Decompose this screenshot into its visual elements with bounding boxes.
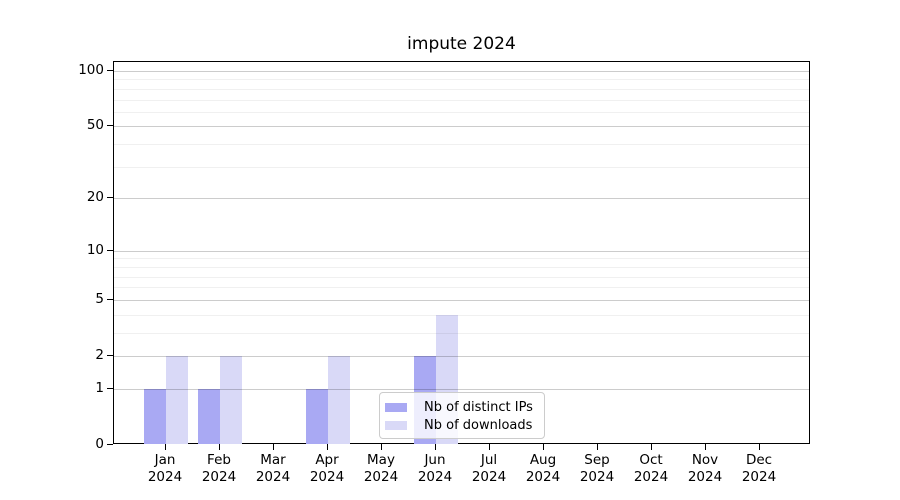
gridline-minor-7 [114, 276, 809, 278]
y-tick-mark-2 [107, 355, 113, 356]
gridline-minor-8 [114, 266, 809, 268]
y-tick-mark-10 [107, 249, 113, 251]
x-tick-mark-jul [489, 444, 490, 450]
x-tick-label-oct: Oct 2024 [633, 452, 669, 485]
bar-distinct-ips-feb [198, 388, 220, 444]
y-tick-label-0: 0 [95, 436, 104, 452]
bar-downloads-jan [166, 355, 188, 444]
x-tick-label-mar: Mar 2024 [255, 452, 291, 485]
gridline-minor-90 [114, 79, 809, 81]
legend-swatch-distinct-ips [385, 402, 407, 412]
gridline-major-20 [114, 198, 809, 200]
x-tick-label-jan: Jan 2024 [147, 452, 183, 485]
gridline-minor-60 [114, 111, 809, 113]
y-tick-label-10: 10 [86, 241, 104, 258]
x-tick-mark-sep [597, 444, 598, 450]
x-tick-mark-jun [435, 444, 436, 450]
y-tick-label-100: 100 [78, 62, 104, 78]
legend-item-downloads: Nb of downloads [385, 416, 538, 434]
x-tick-mark-nov [705, 444, 706, 450]
x-tick-mark-feb [219, 444, 220, 450]
y-tick-label-20: 20 [86, 189, 104, 206]
y-tick-label-50: 50 [86, 117, 104, 134]
gridline-minor-6 [114, 287, 809, 289]
gridline-major-2 [114, 356, 809, 357]
legend: Nb of distinct IPs Nb of downloads [379, 392, 545, 439]
gridline-minor-3 [114, 332, 809, 334]
x-tick-mark-mar [273, 444, 274, 450]
x-tick-mark-apr [327, 444, 328, 450]
x-tick-mark-may [381, 444, 382, 450]
y-tick-mark-1 [107, 387, 113, 389]
gridline-minor-40 [114, 144, 809, 146]
x-tick-label-dec: Dec 2024 [741, 452, 777, 485]
x-tick-mark-jan [165, 444, 166, 450]
x-tick-label-nov: Nov 2024 [687, 452, 723, 485]
gridline-minor-30 [114, 166, 809, 168]
x-tick-mark-aug [543, 444, 544, 450]
gridline-minor-4 [114, 314, 809, 316]
x-tick-label-aug: Aug 2024 [525, 452, 561, 485]
gridline-minor-9 [114, 258, 809, 260]
gridline-major-5 [114, 299, 809, 301]
gridline-minor-80 [114, 88, 809, 90]
x-tick-label-jul: Jul 2024 [471, 452, 507, 485]
y-tick-label-5: 5 [95, 290, 104, 307]
y-tick-label-2: 2 [95, 347, 104, 363]
y-tick-label-1: 1 [95, 379, 104, 396]
x-tick-label-jun: Jun 2024 [417, 452, 453, 485]
x-tick-label-feb: Feb 2024 [201, 452, 237, 485]
x-tick-mark-oct [651, 444, 652, 450]
plot-area: Nb of distinct IPs Nb of downloads [113, 61, 810, 444]
legend-label-distinct-ips: Nb of distinct IPs [424, 399, 533, 415]
chart-title: impute 2024 [407, 34, 516, 54]
x-tick-label-may: May 2024 [363, 452, 399, 485]
y-tick-mark-100 [107, 70, 113, 71]
bar-distinct-ips-jan [144, 388, 166, 444]
y-tick-mark-0 [107, 444, 113, 445]
y-tick-mark-50 [107, 125, 113, 127]
legend-item-distinct-ips: Nb of distinct IPs [385, 398, 538, 416]
grid-layer [114, 62, 809, 443]
gridline-major-1 [114, 388, 809, 390]
y-tick-mark-20 [107, 197, 113, 199]
gridline-major-50 [114, 126, 809, 128]
gridline-minor-70 [114, 99, 809, 101]
legend-label-downloads: Nb of downloads [424, 417, 533, 433]
bar-distinct-ips-apr [306, 388, 328, 444]
gridline-major-100 [114, 71, 809, 72]
bar-downloads-feb [220, 355, 242, 444]
x-tick-label-sep: Sep 2024 [579, 452, 615, 485]
x-tick-label-apr: Apr 2024 [309, 452, 345, 485]
gridline-major-10 [114, 250, 809, 252]
y-tick-mark-5 [107, 298, 113, 300]
x-tick-mark-dec [759, 444, 760, 450]
legend-swatch-downloads [385, 420, 407, 430]
bar-downloads-apr [328, 355, 350, 444]
